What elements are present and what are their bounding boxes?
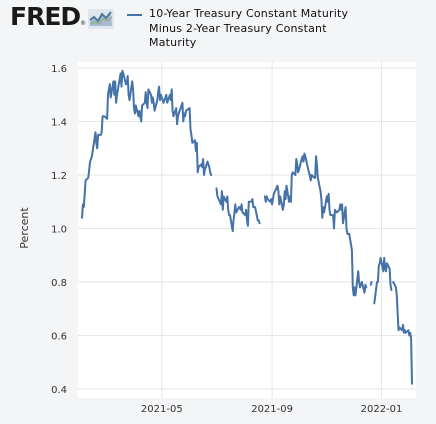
series-group [81, 69, 413, 385]
y-tick-label: 0.8 [51, 278, 67, 289]
y-tick-label: 1.0 [51, 225, 67, 236]
y-axis-title: Percent [18, 207, 31, 249]
legend-series-swatch [127, 14, 142, 16]
fred-logo[interactable]: FRED ® [10, 2, 115, 31]
series-line[interactable] [81, 69, 413, 385]
x-axis: 2021-05 2021-09 2022-01 [141, 404, 402, 415]
x-tick-label: 2022-01 [361, 404, 403, 415]
y-axis: 1.6 1.4 1.2 1.0 0.8 0.6 0.4 [51, 64, 67, 396]
x-tick-label: 2021-09 [251, 404, 293, 415]
fred-logo-text: FRED [10, 2, 81, 31]
line-chart-icon [88, 9, 115, 29]
x-tick-label: 2021-05 [141, 404, 183, 415]
registered-mark: ® [80, 20, 87, 27]
legend-series-label: 10-Year Treasury Constant Maturity Minus… [149, 7, 349, 49]
y-tick-label: 1.2 [51, 171, 67, 182]
chart-legend[interactable]: 10-Year Treasury Constant Maturity Minus… [127, 7, 349, 51]
y-tick-label: 1.6 [51, 64, 67, 75]
y-tick-label: 0.6 [51, 332, 67, 343]
y-tick-label: 1.4 [51, 118, 67, 129]
y-tick-label: 0.4 [51, 385, 67, 396]
plot-background [78, 62, 416, 398]
